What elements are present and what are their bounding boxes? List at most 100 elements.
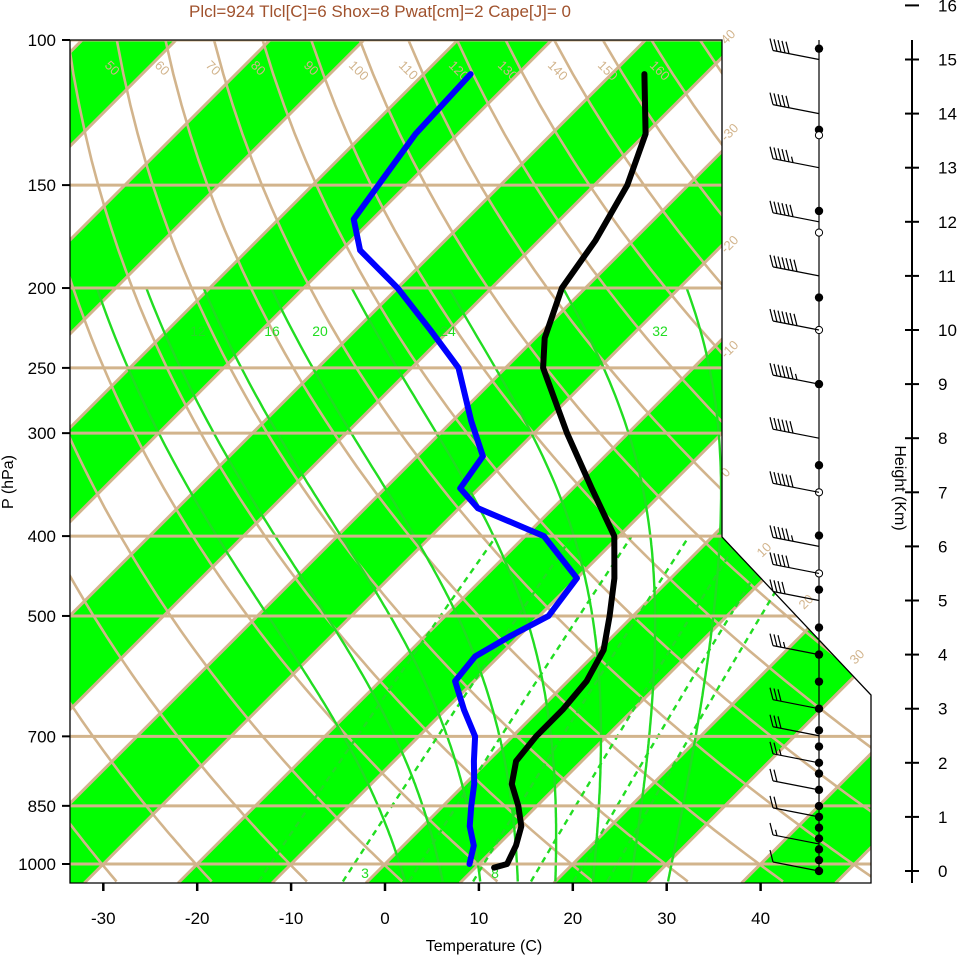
wind-barb-flag [773, 526, 778, 539]
height-marker [814, 845, 824, 854]
isotherm--60 [70, 40, 647, 883]
wind-barb-flag [769, 308, 774, 322]
dry-adiabat-443 [796, 40, 871, 883]
height-marker [814, 623, 824, 632]
wind-barb-flag [785, 312, 790, 325]
band-20 [553, 40, 871, 883]
wind-barb-flag [777, 39, 782, 53]
wind-barb-flag [773, 715, 778, 728]
wind-barb-flag [777, 553, 782, 567]
dry-adiabat-343 [309, 40, 871, 883]
wind-barb [772, 861, 820, 872]
wind-barb-flag [773, 147, 778, 160]
wind-barb-flag [773, 471, 778, 485]
wind-barb-flag [769, 579, 774, 592]
wind-barb [772, 104, 820, 115]
wind-barb-flag [793, 313, 798, 326]
temperature-tick-label: -30 [91, 909, 116, 928]
wind-barb-flag [769, 525, 774, 538]
wind-barb-flag [785, 95, 790, 108]
height-tick-label: 0 [938, 862, 947, 881]
moist-adiabat-1 [145, 287, 444, 882]
pressure-tick-label: 700 [28, 727, 56, 746]
isotherm-label: 20 [796, 591, 817, 612]
isotherm--40 [70, 40, 835, 883]
wind-barb-flag [773, 742, 778, 755]
wind-barb-flag [769, 741, 774, 754]
wind-barb [772, 428, 820, 439]
dry-adiabat-303 [115, 40, 689, 883]
pressure-tick-label: 300 [28, 424, 56, 443]
wind-barb-half [790, 156, 794, 163]
height-marker [814, 834, 824, 843]
moist-adiabat-3 [270, 287, 519, 882]
wind-barb-flag [769, 822, 774, 836]
wind-barb-flag [789, 366, 794, 380]
band--20 [178, 40, 871, 883]
isotherm--90 [70, 40, 365, 883]
pressure-tick-label: 500 [28, 607, 56, 626]
moist-label: 32 [652, 323, 668, 339]
isotherm--100 [70, 40, 272, 883]
wind-barb [772, 158, 820, 169]
height-tick-label: 11 [938, 267, 956, 286]
temperature-tick-label: 10 [469, 909, 488, 928]
wind-barb-half [782, 641, 786, 649]
isotherm--50 [70, 40, 741, 883]
wind-barb-flag [769, 254, 774, 268]
wind-barb-flag [781, 40, 786, 54]
moist-adiabat-5 [447, 287, 603, 882]
wind-barb-flag [785, 366, 790, 379]
y-axis-label: P (hPa) [0, 455, 17, 509]
wind-barb-flag [769, 552, 774, 565]
wind-barb-flag [769, 92, 774, 105]
wind-barb [772, 834, 820, 845]
wind-barb-flag [785, 41, 790, 54]
wind-barb-flag [781, 94, 786, 108]
height-marker [814, 742, 824, 751]
height-marker [814, 801, 824, 811]
dry-adiabat-313 [164, 40, 784, 883]
wind-barb-flag [777, 256, 782, 269]
wind-barb-flag [781, 473, 786, 486]
isotherm-label: 30 [847, 646, 868, 667]
wind-barb-flag [777, 472, 782, 486]
temperature-tick-label: 20 [563, 909, 582, 928]
moist-adiabat-7 [666, 287, 723, 882]
wind-barb-flag [785, 257, 790, 271]
wind-barb-flag [777, 689, 782, 702]
temperature-tick-label: -10 [279, 909, 304, 928]
mixing-line-1 [341, 535, 574, 883]
height-marker [814, 855, 824, 865]
pressure-tick-label: 200 [28, 279, 56, 298]
pressure-tick-label: 150 [28, 176, 56, 195]
wind-barb-flag [773, 688, 778, 701]
wind-barb [772, 212, 820, 223]
wind-barb-flag [769, 200, 774, 213]
wind-barb [772, 49, 820, 61]
wind-barb-flag [773, 769, 778, 782]
height-tick-label: 12 [938, 213, 957, 232]
wind-barb-flag [769, 362, 774, 376]
wind-barb-flag [785, 420, 790, 433]
wind-barb-flag [785, 149, 790, 163]
wind-barb-flag [785, 474, 790, 487]
temperature-tick-label: 30 [657, 909, 676, 928]
wind-barb-flag [777, 310, 782, 323]
wind-barb-flag [773, 309, 778, 322]
height-axis-label: Height (Km) [891, 445, 908, 530]
mixing-label: 3 [361, 865, 369, 881]
wind-barb-flag [769, 471, 774, 484]
wind-barb-flag [777, 418, 782, 431]
wind-barb-flag [777, 148, 782, 161]
height-marker [814, 585, 824, 594]
wind-barb-flag [789, 258, 794, 272]
temperature-tick-label: 40 [751, 909, 770, 928]
moist-adiabat-6 [561, 287, 657, 882]
wind-barb-half [790, 535, 794, 542]
height-tick-label: 2 [938, 754, 947, 773]
mixing-line-0 [257, 535, 498, 883]
wind-barb-flag [769, 768, 774, 781]
isotherm--80 [70, 40, 459, 883]
